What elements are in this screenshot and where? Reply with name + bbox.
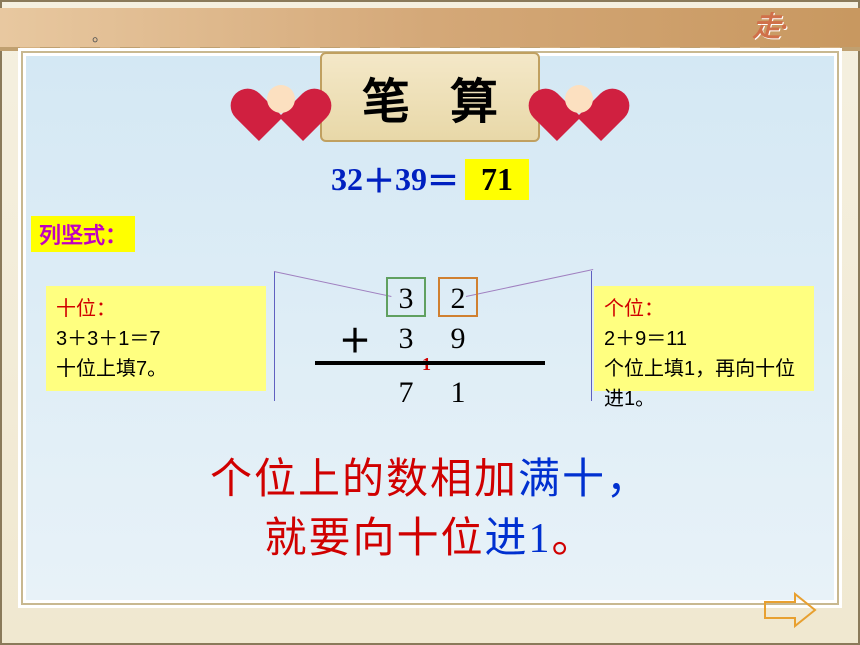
calc-r1-tens: 3: [386, 277, 426, 317]
eq-answer: 71: [481, 161, 513, 197]
tens-line1: 3＋3＋1＝7: [56, 324, 256, 354]
rule-line2-period: 。: [552, 516, 596, 562]
top-right-calligraphy: 走·: [680, 0, 860, 50]
calc-underline: [315, 361, 545, 365]
section-label: 列坚式：: [31, 216, 135, 252]
calc-r1-ones: 2: [438, 277, 478, 317]
tens-title: 十位：: [56, 294, 256, 324]
main-slide-panel: 笔 算 32 ＋ 39 ＝ 71 列坚式： 十位： 3＋3＋1＝7 十位上填7。…: [18, 48, 842, 608]
next-arrow-icon[interactable]: [760, 590, 820, 630]
equation-row: 32 ＋ 39 ＝ 71: [331, 156, 529, 202]
eq-equals: ＝: [427, 156, 459, 202]
calc-result-ones: 1: [438, 373, 478, 413]
title-banner: 笔 算: [220, 59, 640, 134]
eq-operand-2: 39: [395, 161, 427, 198]
tens-line2: 十位上填7。: [56, 354, 256, 384]
heart-left-icon: [247, 67, 315, 127]
vertical-calculation: 3 2 ＋ 3 9 1 7 1: [330, 276, 530, 414]
guide-vertical-right: [591, 271, 592, 401]
ones-line1: 2＋9＝11: [604, 324, 804, 354]
calc-row-3: 7 1: [330, 372, 530, 414]
eq-operator: ＋: [363, 156, 395, 202]
ones-title: 个位：: [604, 294, 804, 324]
eq-answer-highlight: 71: [465, 159, 529, 200]
title-char-2: 算: [450, 62, 498, 132]
rule-line1-red: 个位上的数相加: [210, 457, 518, 503]
rule-line2-blue: 进1: [484, 516, 551, 562]
heart-right-icon: [545, 67, 613, 127]
calc-row-1: 3 2: [330, 276, 530, 318]
calc-plus-sign: ＋: [330, 316, 380, 362]
guide-vertical-left: [274, 271, 275, 401]
calc-result-tens: 7: [386, 373, 426, 413]
corner-dot: 。: [92, 22, 108, 46]
tens-explanation-box: 十位： 3＋3＋1＝7 十位上填7。: [46, 286, 266, 391]
calc-r2-tens: 3: [386, 319, 426, 359]
rule-line2-red: 就要向十位: [264, 516, 484, 562]
ones-line2: 个位上填1，再向十位进1。: [604, 354, 804, 414]
title-text-box: 笔 算: [320, 52, 540, 142]
calc-r2-ones: 9: [438, 319, 478, 359]
title-char-1: 笔: [362, 62, 410, 132]
rule-line1-blue: 满十，: [518, 457, 650, 503]
eq-operand-1: 32: [331, 161, 363, 198]
ones-explanation-box: 个位： 2＋9＝11 个位上填1，再向十位进1。: [594, 286, 814, 391]
rule-statement: 个位上的数相加满十， 就要向十位进1。: [21, 451, 839, 569]
